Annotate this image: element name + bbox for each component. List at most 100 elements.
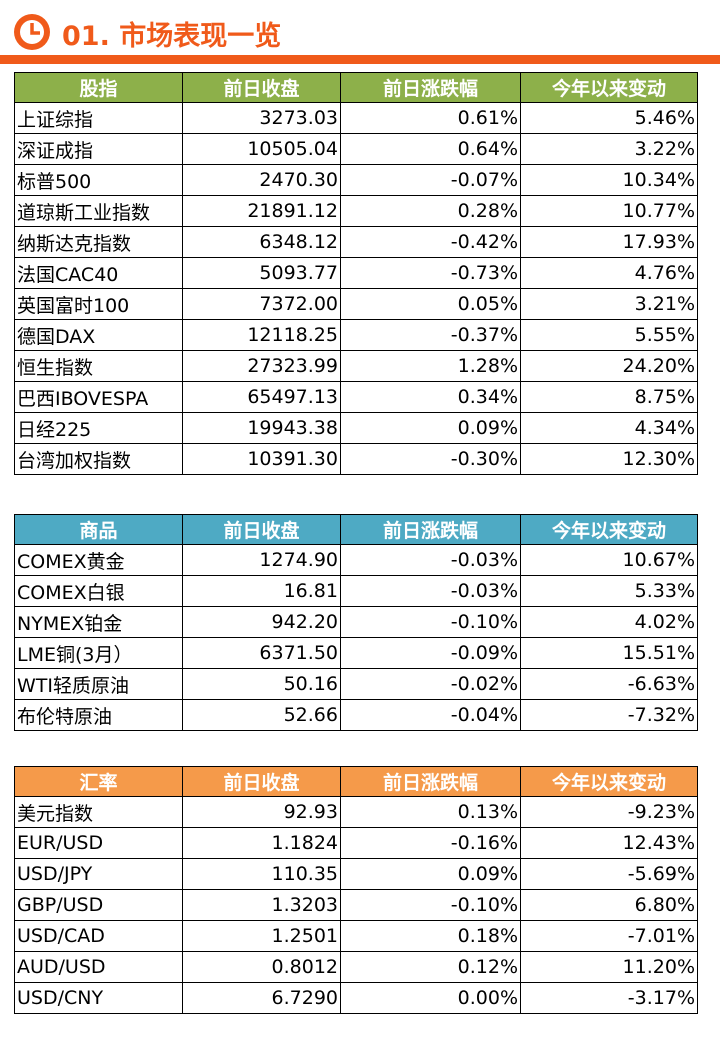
table-row: 台湾加权指数 10391.30 -0.30% 12.30% bbox=[14, 443, 698, 475]
cell: 0.05% bbox=[340, 288, 521, 320]
column-header: 今年以来变动 bbox=[520, 72, 698, 103]
cell: 10505.04 bbox=[182, 133, 341, 165]
cell: 0.34% bbox=[340, 381, 521, 413]
table-row: 日经225 19943.38 0.09% 4.34% bbox=[14, 412, 698, 444]
cell: 6371.50 bbox=[182, 637, 341, 669]
cell: 6.80% bbox=[520, 889, 698, 921]
table-row: 法国CAC40 5093.77 -0.73% 4.76% bbox=[14, 257, 698, 289]
row-label: NYMEX铂金 bbox=[14, 606, 183, 638]
column-header: 今年以来变动 bbox=[520, 766, 698, 797]
cell: 4.34% bbox=[520, 412, 698, 444]
row-label: EUR/USD bbox=[14, 827, 183, 859]
cell: 65497.13 bbox=[182, 381, 341, 413]
cell: 5.46% bbox=[520, 102, 698, 134]
table-row: 德国DAX 12118.25 -0.37% 5.55% bbox=[14, 319, 698, 351]
table-row: USD/JPY 110.35 0.09% -5.69% bbox=[14, 858, 698, 890]
table-row: 美元指数 92.93 0.13% -9.23% bbox=[14, 796, 698, 828]
cell: 16.81 bbox=[182, 575, 341, 607]
row-label: 法国CAC40 bbox=[14, 257, 183, 289]
row-label: GBP/USD bbox=[14, 889, 183, 921]
cell: 17.93% bbox=[520, 226, 698, 258]
row-label: COMEX黄金 bbox=[14, 544, 183, 576]
cell: -0.07% bbox=[340, 164, 521, 196]
cell: 4.76% bbox=[520, 257, 698, 289]
cell: 0.00% bbox=[340, 982, 521, 1014]
cell: 942.20 bbox=[182, 606, 341, 638]
column-header: 商品 bbox=[14, 514, 183, 545]
cell: 11.20% bbox=[520, 951, 698, 983]
row-label: 标普500 bbox=[14, 164, 183, 196]
cell: 15.51% bbox=[520, 637, 698, 669]
column-header: 今年以来变动 bbox=[520, 514, 698, 545]
cell: 10.67% bbox=[520, 544, 698, 576]
column-header: 汇率 bbox=[14, 766, 183, 797]
cell: -0.09% bbox=[340, 637, 521, 669]
page-title: 01. 市场表现一览 bbox=[62, 21, 282, 52]
row-label: 巴西IBOVESPA bbox=[14, 381, 183, 413]
data-table: 股指 前日收盘 前日涨跌幅 今年以来变动 上证综指 3273.03 0.61% 5.46% 深证… bbox=[14, 72, 698, 475]
data-table: 商品 前日收盘 前日涨跌幅 今年以来变动 COMEX黄金 1274.90 -0.03% 10.… bbox=[14, 514, 698, 731]
column-header: 前日收盘 bbox=[182, 514, 341, 545]
cell: 0.61% bbox=[340, 102, 521, 134]
cell: 0.18% bbox=[340, 920, 521, 952]
cell: 3.22% bbox=[520, 133, 698, 165]
table-row: 恒生指数 27323.99 1.28% 24.20% bbox=[14, 350, 698, 382]
row-label: AUD/USD bbox=[14, 951, 183, 983]
cell: -7.32% bbox=[520, 699, 698, 731]
cell: 3.21% bbox=[520, 288, 698, 320]
cell: 52.66 bbox=[182, 699, 341, 731]
cell: 5.33% bbox=[520, 575, 698, 607]
cell: 92.93 bbox=[182, 796, 341, 828]
cell: 1.2501 bbox=[182, 920, 341, 952]
cell: 0.12% bbox=[340, 951, 521, 983]
cell: 7372.00 bbox=[182, 288, 341, 320]
table-row: GBP/USD 1.3203 -0.10% 6.80% bbox=[14, 889, 698, 921]
cell: 50.16 bbox=[182, 668, 341, 700]
cell: 1.28% bbox=[340, 350, 521, 382]
cell: -0.10% bbox=[340, 889, 521, 921]
table-row: 标普500 2470.30 -0.07% 10.34% bbox=[14, 164, 698, 196]
table-row: 英国富时100 7372.00 0.05% 3.21% bbox=[14, 288, 698, 320]
row-label: 布伦特原油 bbox=[14, 699, 183, 731]
cell: 6.7290 bbox=[182, 982, 341, 1014]
cell: 6348.12 bbox=[182, 226, 341, 258]
table-row: LME铜(3月） 6371.50 -0.09% 15.51% bbox=[14, 637, 698, 669]
column-header: 股指 bbox=[14, 72, 183, 103]
cell: 27323.99 bbox=[182, 350, 341, 382]
cell: -0.42% bbox=[340, 226, 521, 258]
table-row: 道琼斯工业指数 21891.12 0.28% 10.77% bbox=[14, 195, 698, 227]
row-label: 纳斯达克指数 bbox=[14, 226, 183, 258]
table-row: USD/CAD 1.2501 0.18% -7.01% bbox=[14, 920, 698, 952]
cell: -0.10% bbox=[340, 606, 521, 638]
row-label: 英国富时100 bbox=[14, 288, 183, 320]
cell: 0.09% bbox=[340, 412, 521, 444]
cell: -0.73% bbox=[340, 257, 521, 289]
header-row: 汇率 前日收盘 前日涨跌幅 今年以来变动 bbox=[14, 766, 698, 797]
row-label: 德国DAX bbox=[14, 319, 183, 351]
cell: 5.55% bbox=[520, 319, 698, 351]
table-row: 巴西IBOVESPA 65497.13 0.34% 8.75% bbox=[14, 381, 698, 413]
cell: 0.13% bbox=[340, 796, 521, 828]
row-label: 深证成指 bbox=[14, 133, 183, 165]
column-header: 前日涨跌幅 bbox=[340, 766, 521, 797]
row-label: USD/CNY bbox=[14, 982, 183, 1014]
cell: 0.64% bbox=[340, 133, 521, 165]
row-label: WTI轻质原油 bbox=[14, 668, 183, 700]
cell: 1274.90 bbox=[182, 544, 341, 576]
column-header: 前日收盘 bbox=[182, 72, 341, 103]
clock-icon bbox=[14, 14, 50, 50]
cell: -0.02% bbox=[340, 668, 521, 700]
row-label: USD/CAD bbox=[14, 920, 183, 952]
row-label: 美元指数 bbox=[14, 796, 183, 828]
cell: -3.17% bbox=[520, 982, 698, 1014]
cell: 0.28% bbox=[340, 195, 521, 227]
table-row: 上证综指 3273.03 0.61% 5.46% bbox=[14, 102, 698, 134]
cell: 3273.03 bbox=[182, 102, 341, 134]
header-row: 商品 前日收盘 前日涨跌幅 今年以来变动 bbox=[14, 514, 698, 545]
table-row: EUR/USD 1.1824 -0.16% 12.43% bbox=[14, 827, 698, 859]
cell: 12118.25 bbox=[182, 319, 341, 351]
table-row: COMEX白银 16.81 -0.03% 5.33% bbox=[14, 575, 698, 607]
table-row: 纳斯达克指数 6348.12 -0.42% 17.93% bbox=[14, 226, 698, 258]
column-header: 前日涨跌幅 bbox=[340, 72, 521, 103]
